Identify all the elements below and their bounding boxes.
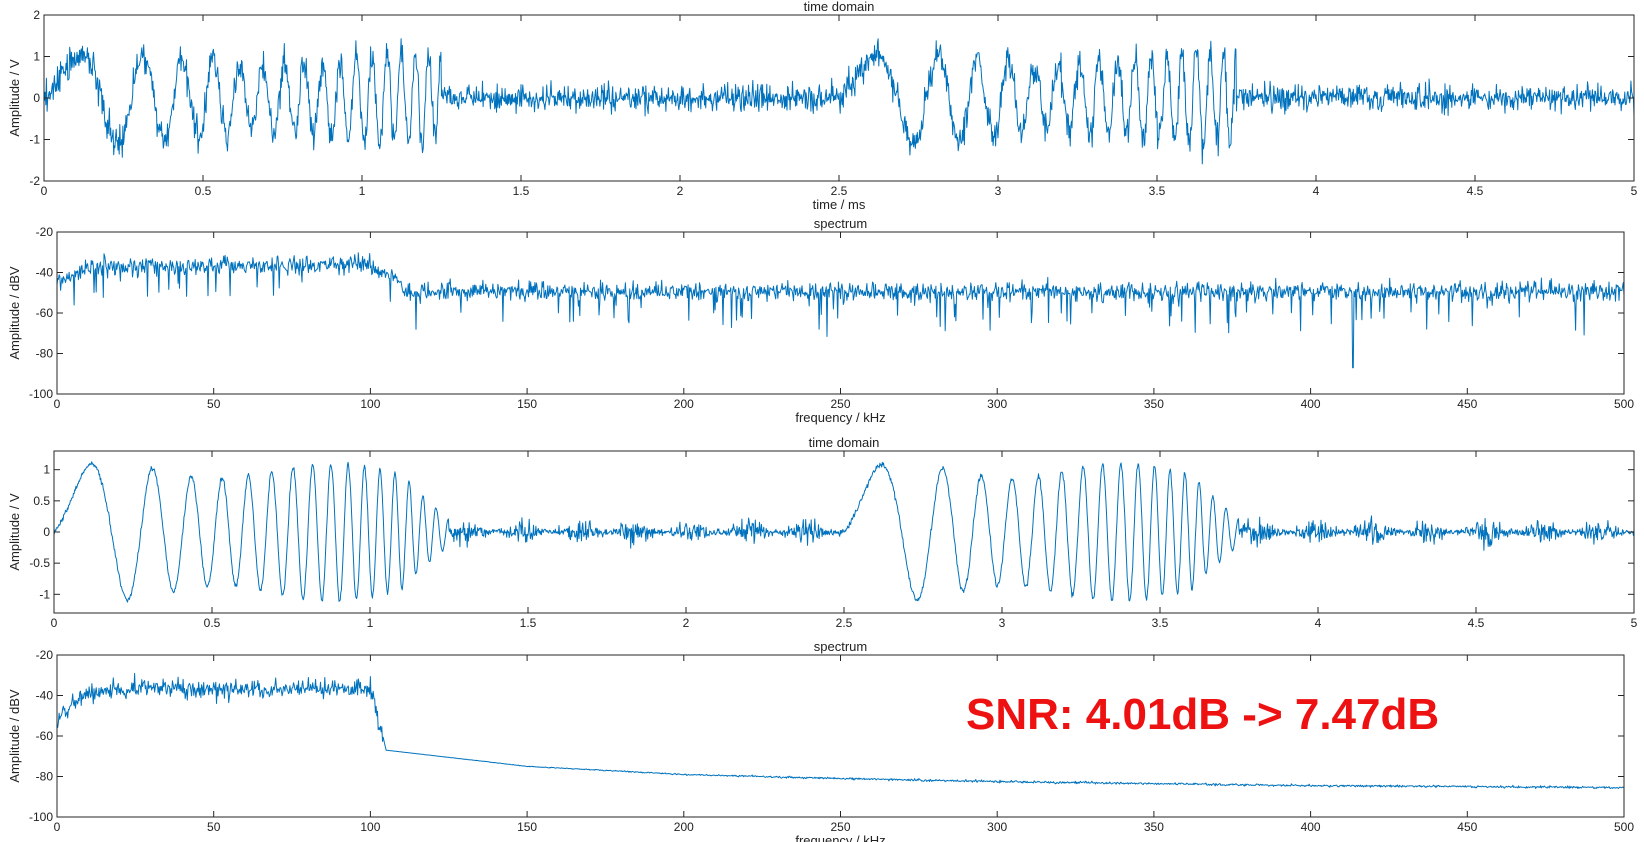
x-tick-label: 0 <box>54 820 61 834</box>
y-tick-label: -80 <box>36 347 54 361</box>
x-axis-label: frequency / kHz <box>795 410 885 425</box>
y-axis-label: Amplitude / V <box>7 59 22 137</box>
y-tick-label: -2 <box>29 174 40 188</box>
x-tick-label: 1 <box>367 616 374 630</box>
x-tick-label: 4 <box>1315 616 1322 630</box>
x-tick-label: 3.5 <box>1149 184 1166 198</box>
x-tick-label: 350 <box>1144 820 1164 834</box>
time-domain-plot-filtered: 0 0.5 1 1.5 2 2.5 3 3.5 4 4.5 5 -1 -0.5 0 0.5 1 time dom… <box>7 435 1638 630</box>
x-tick-label: 50 <box>207 820 221 834</box>
x-tick-label: 5 <box>1631 184 1638 198</box>
x-tick-label: 3.5 <box>1152 616 1169 630</box>
x-tick-label: 300 <box>987 820 1007 834</box>
x-tick-label: 2 <box>677 184 684 198</box>
x-tick-label: 300 <box>987 397 1007 411</box>
x-tick-label: 2.5 <box>836 616 853 630</box>
y-tick-label: -60 <box>36 306 54 320</box>
x-tick-label: 400 <box>1301 397 1321 411</box>
y-axis-label: Amplitude / dBV <box>7 689 22 783</box>
x-tick-label: 3 <box>995 184 1002 198</box>
x-tick-label: 450 <box>1457 397 1477 411</box>
x-tick-label: 1.5 <box>520 616 537 630</box>
axes-box <box>57 232 1624 394</box>
time-domain-plot-noisy: 0 0.5 1 1.5 2 2.5 3 3.5 4 4.5 5 -2 -1 0 1 2 time domain t… <box>7 0 1638 212</box>
x-tick-label: 4 <box>1313 184 1320 198</box>
y-tick-label: -1 <box>29 133 40 147</box>
y-tick-label: -40 <box>36 266 54 280</box>
x-tick-label: 5 <box>1631 616 1638 630</box>
y-tick-label: 0.5 <box>33 494 50 508</box>
y-tick-label: -20 <box>36 225 54 239</box>
y-tick-label: 2 <box>33 8 40 22</box>
spectrum-plot-filtered: 0 50 100 150 200 250 300 350 400 450 500 -100 -80 -60… <box>7 639 1634 842</box>
y-axis-label: Amplitude / dBV <box>7 266 22 360</box>
x-tick-label: 100 <box>360 397 380 411</box>
y-tick-label: 1 <box>43 463 50 477</box>
x-tick-label: 150 <box>517 820 537 834</box>
x-tick-label: 150 <box>517 397 537 411</box>
x-tick-label: 0 <box>41 184 48 198</box>
x-tick-label: 250 <box>830 820 850 834</box>
x-tick-label: 500 <box>1614 397 1634 411</box>
y-tick-label: 0 <box>43 525 50 539</box>
x-tick-label: 200 <box>674 820 694 834</box>
chart-title: spectrum <box>814 216 867 231</box>
x-tick-label: 400 <box>1301 820 1321 834</box>
x-tick-label: 350 <box>1144 397 1164 411</box>
x-tick-label: 0.5 <box>204 616 221 630</box>
x-tick-label: 500 <box>1614 820 1634 834</box>
x-tick-label: 2 <box>683 616 690 630</box>
y-tick-label: -100 <box>29 387 53 401</box>
x-tick-label: 2.5 <box>831 184 848 198</box>
x-tick-label: 4.5 <box>1468 616 1485 630</box>
chart-title: spectrum <box>814 639 867 654</box>
y-tick-label: -0.5 <box>29 556 50 570</box>
x-tick-label: 450 <box>1457 820 1477 834</box>
x-tick-label: 0.5 <box>195 184 212 198</box>
series-line <box>57 253 1624 368</box>
x-axis-label: frequency / kHz <box>795 833 885 842</box>
series-line <box>44 39 1634 164</box>
y-tick-label: -1 <box>39 587 50 601</box>
x-tick-label: 200 <box>674 397 694 411</box>
y-tick-label: -100 <box>29 810 53 824</box>
y-tick-label: 1 <box>33 50 40 64</box>
x-tick-label: 50 <box>207 397 221 411</box>
x-tick-label: 0 <box>51 616 58 630</box>
y-tick-label: 0 <box>33 91 40 105</box>
spectrum-plot-noisy: 0 50 100 150 200 250 300 350 400 450 500 -100 -80 -60… <box>7 216 1634 425</box>
y-axis-label: Amplitude / V <box>7 493 22 571</box>
x-tick-label: 250 <box>830 397 850 411</box>
x-axis-label: time / ms <box>813 197 866 212</box>
y-tick-label: -80 <box>36 770 54 784</box>
x-tick-label: 0 <box>54 397 61 411</box>
series-line <box>54 462 1634 602</box>
y-tick-label: -40 <box>36 689 54 703</box>
x-tick-label: 1.5 <box>513 184 530 198</box>
x-tick-label: 4.5 <box>1467 184 1484 198</box>
y-tick-label: -20 <box>36 648 54 662</box>
chart-title: time domain <box>804 0 875 14</box>
snr-annotation: SNR: 4.01dB -> 7.47dB <box>966 690 1439 740</box>
x-tick-label: 1 <box>359 184 366 198</box>
chart-title: time domain <box>809 435 880 450</box>
x-tick-label: 100 <box>360 820 380 834</box>
y-tick-label: -60 <box>36 729 54 743</box>
x-tick-label: 3 <box>999 616 1006 630</box>
